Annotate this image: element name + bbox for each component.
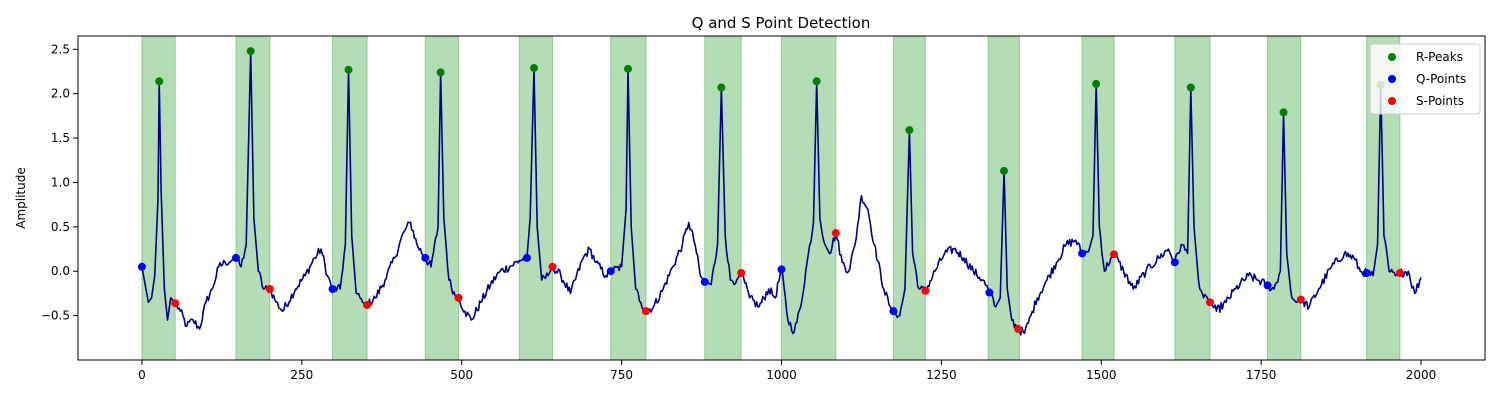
s-point — [454, 293, 463, 302]
r-peak-point — [436, 68, 445, 77]
s-point — [1110, 250, 1119, 259]
s-point — [171, 299, 180, 308]
q-point — [137, 262, 146, 271]
qrs-regions — [141, 35, 1401, 361]
x-tick-label: 1750 — [1246, 368, 1277, 382]
y-tick-label: 1.0 — [51, 175, 70, 189]
legend-q-points-marker — [1388, 75, 1396, 83]
y-tick-label: 1.5 — [51, 131, 70, 145]
r-peak-point — [905, 126, 914, 135]
legend-r-peaks-label: R-Peaks — [1416, 50, 1463, 64]
qrs-region — [332, 35, 368, 361]
legend-r-peaks-marker — [1388, 53, 1396, 61]
q-point — [421, 253, 430, 262]
y-tick-label: 2.0 — [51, 87, 70, 101]
qrs-region — [424, 35, 460, 361]
signal-layer — [141, 50, 1422, 336]
s-point — [548, 262, 557, 271]
chart-title: Q and S Point Detection — [692, 14, 871, 32]
qrs-region — [1267, 35, 1302, 361]
q-point — [231, 253, 240, 262]
s-point — [737, 269, 746, 278]
q-point — [1078, 249, 1087, 258]
q-point — [777, 265, 786, 274]
r-peak-point — [812, 77, 821, 86]
x-tick-label: 2000 — [1406, 368, 1437, 382]
s-point — [1395, 269, 1404, 278]
s-point — [831, 229, 840, 238]
s-point — [1205, 298, 1214, 307]
r-peak-point — [1186, 83, 1195, 92]
q-point — [985, 288, 994, 297]
x-tick-label: 1500 — [1086, 368, 1117, 382]
r-peak-point — [624, 64, 633, 73]
legend-box — [1369, 43, 1481, 115]
x-tick-label: 0 — [138, 368, 146, 382]
q-point — [606, 267, 615, 276]
legend-s-points-label: S-Points — [1416, 94, 1464, 108]
y-tick-label: −0.5 — [41, 309, 70, 323]
q-point — [522, 253, 531, 262]
s-point — [1014, 324, 1023, 333]
legend: R-Peaks Q-Points S-Points — [1369, 43, 1481, 115]
legend-s-points-marker — [1388, 97, 1396, 105]
x-tick-label: 250 — [290, 368, 313, 382]
s-point — [1296, 295, 1305, 304]
x-tick-label: 1250 — [926, 368, 957, 382]
q-point — [1170, 258, 1179, 267]
s-point — [641, 307, 650, 316]
ecg-signal-line — [141, 50, 1422, 336]
y-axis-label: Amplitude — [14, 167, 28, 229]
legend-q-points-label: Q-Points — [1416, 72, 1466, 86]
r-peak-point — [529, 63, 538, 72]
points-layer — [137, 47, 1404, 333]
qrs-region — [781, 35, 837, 361]
s-point — [363, 300, 372, 309]
x-axis-ticks: 0 250 500 750 1000 1250 1500 1750 2000 — [138, 360, 1436, 382]
y-tick-label: 2.5 — [51, 42, 70, 56]
q-point — [889, 307, 898, 316]
x-tick-label: 500 — [450, 368, 473, 382]
y-tick-label: 0.5 — [51, 220, 70, 234]
q-point — [1263, 281, 1272, 290]
y-axis-ticks: −0.5 0.0 0.5 1.0 1.5 2.0 2.5 — [41, 42, 78, 323]
s-point — [921, 286, 930, 295]
q-point — [700, 277, 709, 286]
q-point — [1362, 269, 1371, 278]
s-point — [265, 284, 274, 293]
x-tick-label: 1000 — [766, 368, 797, 382]
y-tick-label: 0.0 — [51, 264, 70, 278]
x-tick-label: 750 — [610, 368, 633, 382]
q-point — [328, 284, 337, 293]
r-peak-point — [155, 77, 164, 86]
r-peak-point — [246, 47, 255, 56]
r-peak-point — [344, 65, 353, 74]
r-peak-point — [1279, 108, 1288, 117]
r-peak-point — [1000, 166, 1009, 175]
qrs-region — [892, 35, 926, 361]
r-peak-point — [717, 83, 726, 92]
r-peak-point — [1092, 79, 1101, 88]
